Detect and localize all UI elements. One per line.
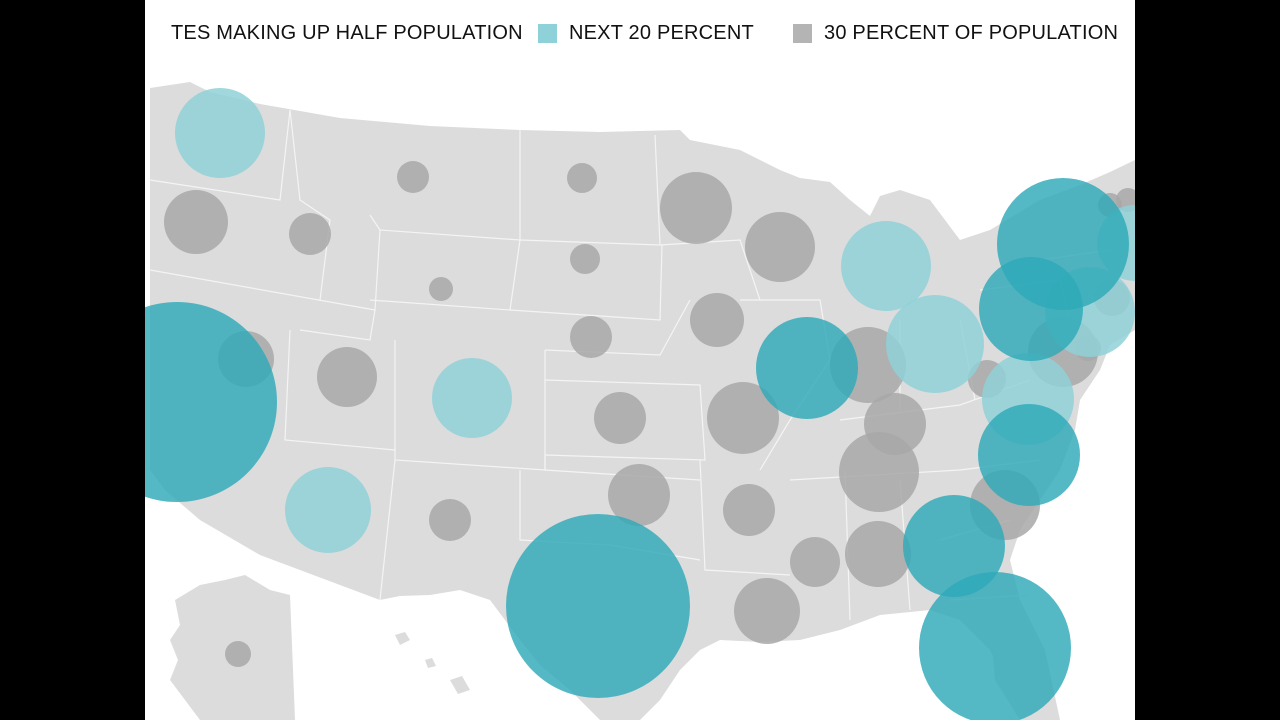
bubble-mo bbox=[707, 382, 779, 454]
bubble-al bbox=[845, 521, 911, 587]
bubble-ks bbox=[594, 392, 646, 444]
bubble-oh bbox=[886, 295, 984, 393]
bubble-ms bbox=[790, 537, 840, 587]
bubble-ok bbox=[608, 464, 670, 526]
us-population-map bbox=[145, 82, 1135, 720]
bubble-mn bbox=[660, 172, 732, 244]
bubble-il bbox=[756, 317, 858, 419]
bubble-mi bbox=[841, 221, 931, 311]
legend-swatch-next-20-icon bbox=[538, 23, 557, 43]
legend-item-next-20-percent: NEXT 20 PERCENT bbox=[538, 21, 754, 45]
bubble-wi bbox=[745, 212, 815, 282]
legend-label-next-20-percent: NEXT 20 PERCENT bbox=[569, 22, 754, 44]
bubble-az bbox=[285, 467, 371, 553]
bubble-id bbox=[289, 213, 331, 255]
map-frame: TES MAKING UP HALF POPULATION NEXT 20 PE… bbox=[145, 0, 1135, 720]
legend-item-half-population: TES MAKING UP HALF POPULATION bbox=[171, 21, 523, 45]
legend-swatch-30-percent-icon bbox=[793, 23, 812, 43]
bubble-nc bbox=[978, 404, 1080, 506]
bubble-ia bbox=[690, 293, 744, 347]
bubble-nd bbox=[567, 163, 597, 193]
bubble-la bbox=[734, 578, 800, 644]
bubble-tn bbox=[839, 432, 919, 512]
bubble-ak bbox=[225, 641, 251, 667]
bubble-sd bbox=[570, 244, 600, 274]
bubble-co bbox=[432, 358, 512, 438]
bubble-ut bbox=[317, 347, 377, 407]
bubble-or bbox=[164, 190, 228, 254]
bubble-ga bbox=[903, 495, 1005, 597]
population-bubbles bbox=[145, 88, 1135, 720]
bubble-wy bbox=[429, 277, 453, 301]
legend-label-half-population: TES MAKING UP HALF POPULATION bbox=[171, 22, 523, 44]
bubble-nm bbox=[429, 499, 471, 541]
bubble-ar bbox=[723, 484, 775, 536]
bubble-tx bbox=[506, 514, 690, 698]
legend: TES MAKING UP HALF POPULATION NEXT 20 PE… bbox=[145, 18, 1135, 48]
legend-label-30-percent: 30 PERCENT OF POPULATION bbox=[824, 22, 1119, 44]
bubble-fl bbox=[919, 572, 1071, 720]
bubble-ca bbox=[145, 302, 277, 502]
bubble-ny bbox=[997, 178, 1129, 310]
bubble-wa bbox=[175, 88, 265, 178]
bubble-ne bbox=[570, 316, 612, 358]
bubble-mt bbox=[397, 161, 429, 193]
hawaii-landmass bbox=[395, 632, 470, 694]
legend-item-30-percent: 30 PERCENT OF POPULATION bbox=[793, 21, 1118, 45]
